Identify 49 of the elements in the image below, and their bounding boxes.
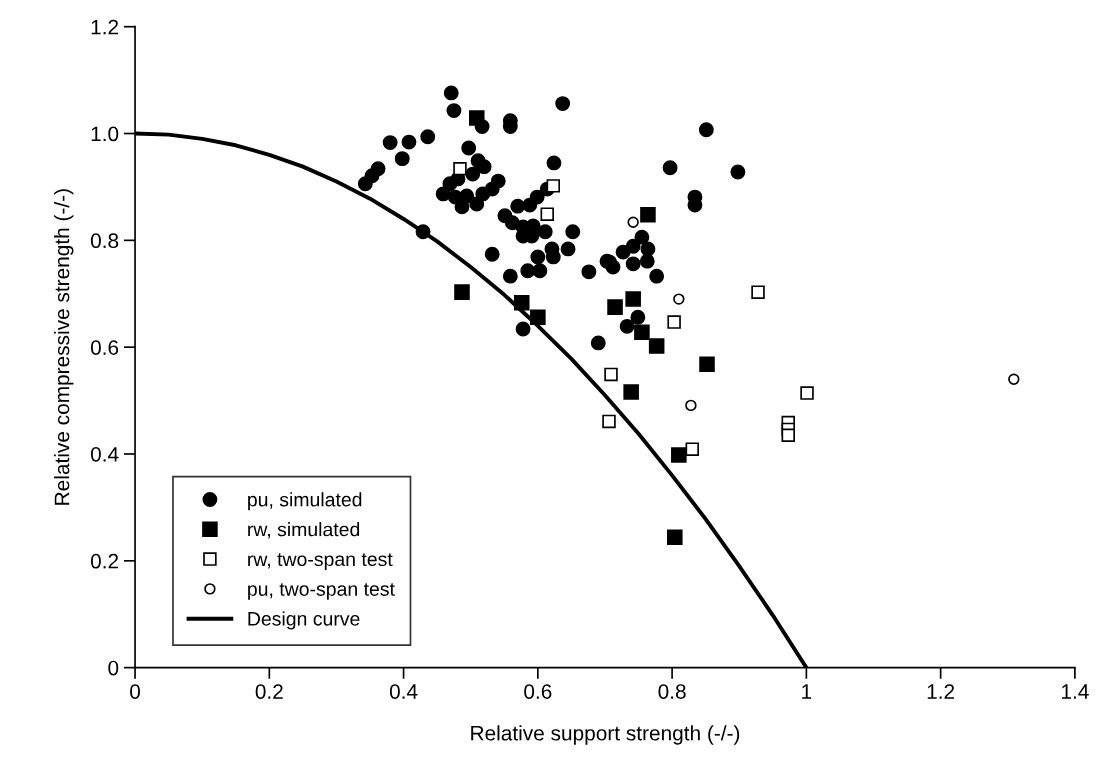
point (453, 162, 467, 176)
point (671, 447, 687, 463)
x-tick-label: 0.8 (658, 684, 686, 699)
x-tick-label: 1.2 (927, 684, 955, 699)
point (667, 315, 681, 329)
point (648, 338, 665, 354)
y-tick-label: 0.8 (90, 233, 119, 249)
legend-label: pu, simulated (248, 492, 362, 511)
x-axis-title: Relative support strength (-/-) (471, 725, 740, 745)
point (607, 299, 623, 315)
point (685, 399, 697, 412)
point (640, 206, 656, 223)
x-tick-label: 0 (130, 684, 141, 699)
point (634, 324, 650, 340)
point (468, 110, 485, 126)
point (540, 207, 554, 221)
point (602, 414, 616, 429)
point (667, 529, 683, 546)
point (530, 309, 546, 326)
y-tick-label: 1.0 (91, 126, 119, 142)
point (625, 291, 641, 307)
point (546, 179, 561, 193)
point (454, 284, 470, 300)
point (627, 216, 639, 228)
y-tick-label: 1.2 (91, 19, 119, 35)
point (673, 293, 685, 305)
point (751, 285, 765, 299)
point (623, 384, 639, 400)
y-axis-title: Relative compressive strength (-/-) (54, 189, 74, 505)
point (604, 367, 618, 382)
point (699, 356, 715, 373)
point (800, 386, 814, 400)
point (781, 428, 795, 443)
x-tick-label: 0.2 (255, 684, 283, 699)
y-tick-label: 0.4 (90, 446, 119, 462)
point (1008, 373, 1020, 385)
y-tick-label: 0.2 (90, 553, 119, 569)
x-tick-label: 0.6 (524, 684, 552, 699)
legend-label: rw, simulated (248, 522, 360, 539)
legend-label: Design curve (248, 611, 360, 630)
legend-label: pu, two-span test (248, 583, 395, 600)
x-tick-label: 0.4 (389, 684, 418, 699)
y-tick-label: 0.6 (90, 340, 119, 355)
y-tick-label: 0 (108, 660, 119, 676)
legend-label: rw, two-span test (248, 553, 393, 570)
point (685, 442, 699, 456)
x-tick-label: 1 (802, 684, 812, 699)
point (513, 295, 530, 311)
x-tick-label: 1.4 (1062, 684, 1089, 699)
